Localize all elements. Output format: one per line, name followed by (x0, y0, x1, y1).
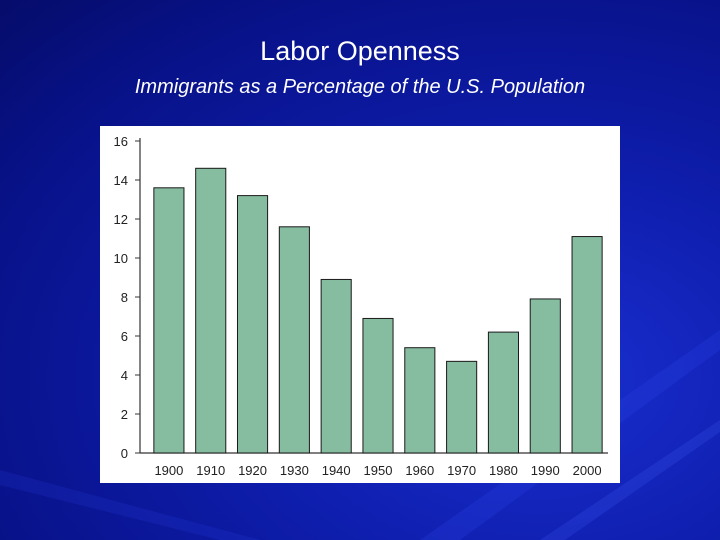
bar-1910 (195, 167, 227, 454)
slide-title: Labor Openness (260, 36, 460, 66)
bar-1960 (404, 347, 436, 454)
x-tick-label: 1940 (322, 463, 351, 478)
y-tick-label: 6 (121, 329, 128, 344)
x-tick-label: 1970 (447, 463, 476, 478)
y-tick-label: 4 (121, 368, 128, 383)
bar-1940 (320, 278, 352, 454)
x-tick-label: 1900 (154, 463, 183, 478)
chart-panel: 0 2 4 6 8 10 12 14 16 1900 1910 1920 1930 1940 1950 196… (100, 126, 620, 483)
y-tick-label: 10 (114, 251, 128, 266)
slide-subtitle: Immigrants as a Percentage of the U.S. P… (134, 76, 586, 98)
bar-1930 (278, 226, 310, 454)
x-tick-label: 2000 (573, 463, 602, 478)
bar-1900 (153, 187, 185, 454)
x-tick-label: 1980 (489, 463, 518, 478)
y-tick-label: 0 (121, 446, 128, 461)
x-tick-label: 1930 (280, 463, 309, 478)
y-tick-label: 2 (121, 407, 128, 422)
bar-1920 (236, 195, 269, 454)
y-tick-label: 8 (121, 290, 128, 305)
x-tick-label: 1950 (364, 463, 393, 478)
bar-chart: 0 2 4 6 8 10 12 14 16 1900 1910 1920 1930 1940 1950 196… (114, 134, 608, 478)
y-tick-label: 16 (114, 134, 128, 149)
bar-1980 (487, 331, 520, 454)
x-tick-label: 1910 (196, 463, 225, 478)
x-tick-label: 1990 (531, 463, 560, 478)
x-tick-label: 1960 (405, 463, 434, 478)
bar-1950 (362, 317, 394, 454)
x-tick-label: 1920 (238, 463, 267, 478)
y-tick-label: 14 (114, 173, 128, 188)
y-tick-label: 12 (114, 212, 128, 227)
bar-2000 (571, 236, 603, 454)
bar-1970 (446, 360, 478, 454)
bar-1990 (529, 298, 561, 454)
